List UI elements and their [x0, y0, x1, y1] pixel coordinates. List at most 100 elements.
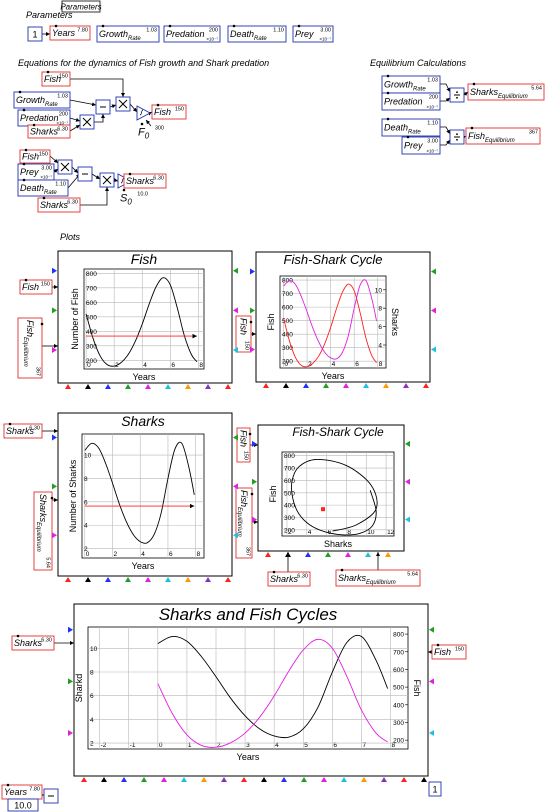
block-box	[3, 423, 43, 439]
block-dot	[156, 103, 160, 107]
block-scale: ×10⁻⁷	[426, 149, 438, 154]
x-tick-label: -2	[101, 742, 107, 749]
y-tick-label: 600	[284, 478, 295, 485]
block-label: GrowthRate	[16, 95, 58, 108]
port-marker	[233, 532, 238, 539]
block: Predation 200 ×10⁻⁷	[381, 91, 441, 111]
x-tick-label: 2	[308, 361, 312, 368]
block-box	[381, 92, 441, 111]
y-tick-label: 700	[282, 291, 293, 298]
port-marker	[185, 384, 191, 389]
port-marker	[363, 383, 369, 388]
block: Fish 150	[236, 427, 252, 463]
wire	[49, 155, 59, 164]
block-box	[467, 83, 545, 101]
wire	[440, 139, 451, 146]
parameters-button[interactable]	[61, 0, 101, 13]
x-tick-label: 4	[275, 742, 279, 749]
x-tick-label: 3	[246, 742, 250, 749]
port-marker	[221, 777, 227, 782]
block: GrowthRate 1.03	[96, 24, 160, 43]
block-subscript: Equilibrium	[498, 94, 528, 100]
x-tick-label: 6	[333, 742, 337, 749]
block-label: Prey	[20, 167, 39, 177]
x-tick-label: 1	[188, 742, 192, 749]
block-scale: ×10⁻⁷	[426, 105, 438, 110]
block-name: Growth	[99, 29, 128, 39]
operator-block	[115, 96, 131, 112]
port-marker	[321, 777, 327, 782]
x-tick-label: 12	[387, 529, 395, 536]
block-label: Fish	[22, 152, 39, 162]
block-dot	[22, 178, 26, 182]
block-name: Predation	[166, 29, 205, 39]
x-axis-label: Years	[132, 561, 155, 571]
plot-title: Fish	[131, 251, 158, 267]
port-marker	[68, 730, 73, 736]
block-name: Fish	[25, 320, 35, 337]
port-marker	[141, 777, 147, 782]
port-marker	[52, 434, 57, 441]
block-value: 3.00	[41, 166, 52, 172]
operator-block	[449, 129, 465, 145]
block-name: Growth	[16, 95, 45, 105]
block-dot	[168, 24, 172, 28]
block: Prey 3.00 ×10⁻⁷	[292, 24, 334, 43]
plot-title: Sharks and Fish Cycles	[159, 605, 338, 624]
curve	[283, 283, 377, 368]
block: 1	[27, 26, 43, 42]
x-tick-label: 2	[114, 551, 118, 558]
block-name: Fish	[468, 131, 485, 141]
block-label: Fish	[434, 647, 451, 657]
block-box	[163, 25, 221, 43]
operator-mark	[456, 96, 458, 99]
block-box	[27, 124, 71, 139]
port-marker	[301, 777, 307, 782]
port-marker	[250, 346, 255, 353]
block-value: 6.30	[67, 200, 78, 206]
wire	[113, 178, 119, 182]
y2-tick-label: 400	[393, 702, 404, 709]
port-marker	[145, 384, 151, 389]
block-dot	[54, 24, 58, 28]
block-box	[428, 781, 442, 797]
port-marker	[125, 577, 131, 582]
port-marker	[233, 347, 238, 353]
block-label: Predation	[166, 29, 205, 39]
port-marker	[165, 384, 171, 389]
y-tick-label: 700	[86, 285, 97, 292]
block-box	[19, 149, 51, 164]
block-value: 150	[59, 74, 68, 80]
port-marker	[285, 552, 291, 557]
block-label: F0	[138, 127, 150, 141]
block-name: Death	[230, 29, 254, 39]
block-scale: ×10⁻⁷	[40, 175, 52, 180]
port-marker	[52, 267, 57, 274]
port-marker	[225, 577, 231, 582]
block-dot	[297, 24, 301, 28]
block-value: 150	[41, 282, 50, 288]
button-label[interactable]: Parameters	[60, 3, 101, 12]
block-value: 150	[243, 451, 249, 460]
operator-mark	[456, 91, 458, 94]
x-axis-label: Years	[237, 752, 260, 762]
block-dot	[250, 492, 254, 496]
block-name: Predation	[20, 113, 59, 123]
block-name: Fish	[22, 152, 39, 162]
block-dot	[6, 783, 10, 787]
integrator-shape	[136, 105, 151, 121]
block: Fish 150	[431, 643, 467, 660]
block-value: 200	[429, 95, 438, 101]
wire	[109, 104, 117, 109]
operator-mark	[102, 175, 112, 185]
block: Predation 200 ×10⁻⁷	[163, 24, 221, 43]
block-name: Fish	[239, 490, 249, 507]
wire	[71, 166, 79, 174]
x-axis-label: Sharks	[324, 539, 353, 549]
block-name: Predation	[384, 97, 423, 107]
block: Prey 3.00 ×10⁻⁷	[401, 135, 441, 155]
